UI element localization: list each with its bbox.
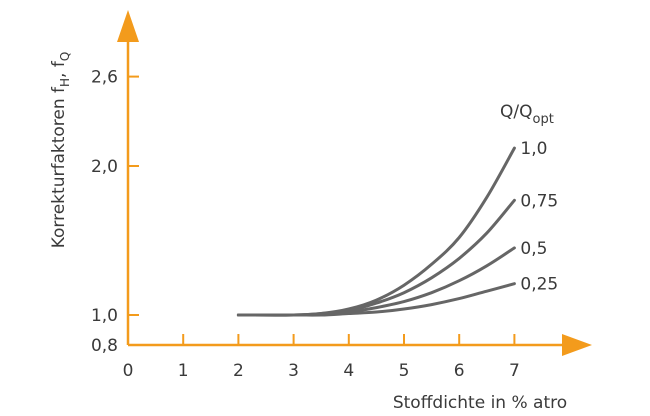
series-line: [236, 146, 516, 317]
y-tick-label: 1,0: [91, 306, 118, 326]
series-line: [236, 282, 516, 317]
y-tick-label: 0,8: [91, 336, 118, 356]
curves: 1,0 0,75 0,5 0,25: [236, 139, 558, 317]
x-axis-title: Stoffdichte in % atro: [393, 393, 567, 413]
y-axis-title: Korrekturfaktoren fH, fQ: [49, 52, 72, 249]
x-tick-label: 3: [288, 361, 299, 381]
legend-title-sub: opt: [533, 112, 554, 127]
series-label: 0,25: [520, 275, 558, 295]
x-tick-label: 1: [178, 361, 189, 381]
legend-title: Q/Qopt: [500, 102, 554, 127]
labels: Stoffdichte in % atro Korrekturfaktoren …: [49, 52, 567, 413]
series-label: 1,0: [520, 139, 547, 159]
y-axis-title-main: Korrekturfaktoren f: [49, 86, 69, 248]
y-tick-label: 2,6: [91, 68, 118, 88]
x-tick-label: 6: [454, 361, 465, 381]
x-tick-label: 0: [123, 361, 134, 381]
y-tick-label: 2,0: [91, 157, 118, 177]
series-label: 0,75: [520, 191, 558, 211]
y-axis-title-sub-h: H: [58, 78, 72, 87]
y-axis-title-sub-q: Q: [58, 52, 72, 61]
legend-title-main: Q/Q: [500, 102, 533, 122]
y-axis-title-sep: , f: [49, 60, 69, 78]
x-tick-label: 5: [399, 361, 410, 381]
y-axis-arrow: [117, 10, 139, 42]
x-axis-arrow: [562, 334, 592, 356]
series-label: 0,5: [520, 239, 547, 259]
series-line: [236, 246, 516, 317]
ticks: 0 1 2 3 4 5 6 7 0,8 1,0 2,0 2,6: [91, 68, 520, 381]
axes: [117, 10, 592, 356]
x-tick-label: 7: [509, 361, 520, 381]
x-tick-label: 4: [343, 361, 354, 381]
x-tick-label: 2: [233, 361, 244, 381]
